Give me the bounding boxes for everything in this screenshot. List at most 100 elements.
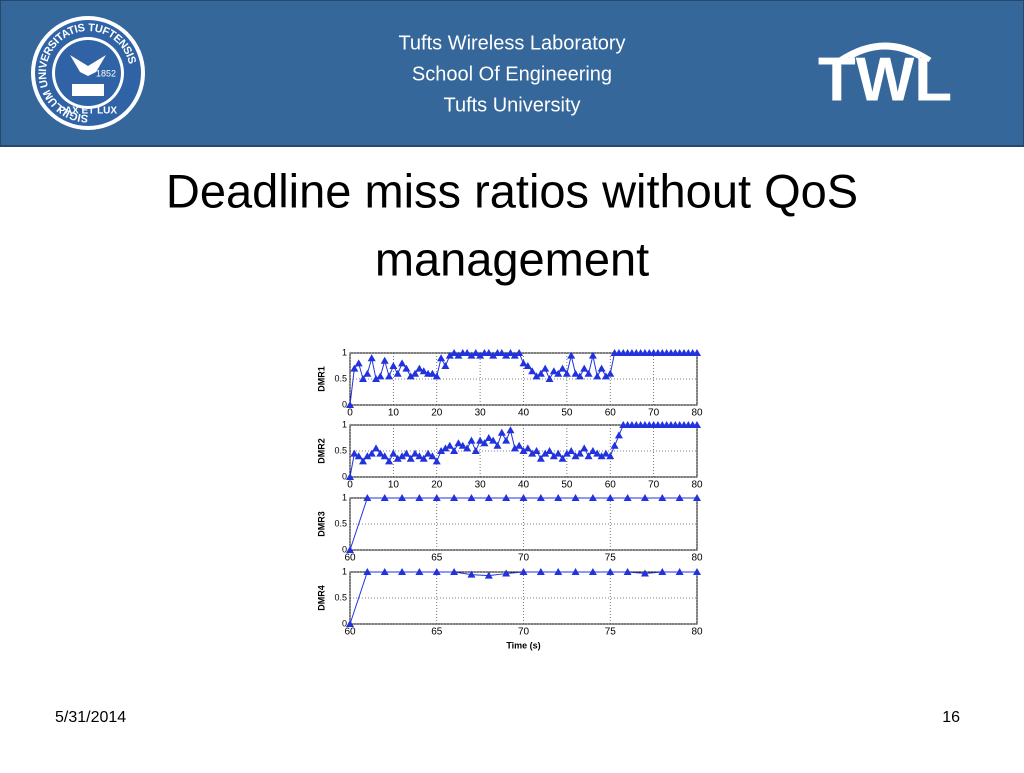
x-tick-label: 70 xyxy=(648,480,660,491)
x-tick-label: 80 xyxy=(691,627,703,638)
data-point xyxy=(541,364,550,372)
x-tick-label: 60 xyxy=(605,408,617,419)
data-point xyxy=(432,568,441,575)
data-point xyxy=(502,351,511,359)
data-point xyxy=(398,494,407,501)
x-tick-label: 20 xyxy=(431,480,443,491)
data-point xyxy=(363,494,372,501)
data-point xyxy=(571,369,580,377)
data-point xyxy=(432,457,441,465)
data-point xyxy=(393,454,402,462)
data-point xyxy=(437,447,446,454)
header-line: School Of Engineering xyxy=(412,63,612,85)
data-point xyxy=(480,439,489,447)
data-point xyxy=(575,372,584,380)
data-point xyxy=(385,457,394,465)
y-tick-label: 1 xyxy=(342,347,347,357)
data-point xyxy=(428,369,437,377)
x-tick-label: 70 xyxy=(648,408,660,419)
x-tick-label: 60 xyxy=(344,627,356,638)
data-point xyxy=(476,436,485,444)
logo: TWL xyxy=(818,42,952,114)
data-point xyxy=(502,494,511,501)
data-point xyxy=(658,568,667,575)
y-tick-label: 0 xyxy=(342,544,347,554)
data-point xyxy=(415,364,424,372)
data-point xyxy=(571,452,580,460)
data-point xyxy=(471,349,480,356)
y-axis-label: DMR2 xyxy=(316,438,326,464)
data-point xyxy=(484,434,493,441)
data-point xyxy=(424,449,433,457)
x-tick-label: 70 xyxy=(518,553,530,564)
data-point xyxy=(588,568,597,575)
y-tick-label: 0 xyxy=(342,471,347,481)
data-point xyxy=(380,452,389,460)
seal: SIGILLUM UNIVERSITATIS TUFTENSIS PAX ET … xyxy=(31,16,145,130)
data-point xyxy=(515,349,524,356)
data-point xyxy=(359,375,368,382)
y-axis-label: DMR3 xyxy=(316,511,326,537)
y-tick-label: 1 xyxy=(342,419,347,429)
data-point xyxy=(606,452,615,460)
data-point xyxy=(467,351,476,359)
data-point xyxy=(593,449,602,457)
data-point xyxy=(693,568,701,575)
x-tick-label: 40 xyxy=(518,408,530,419)
data-point xyxy=(398,568,407,575)
data-point xyxy=(489,351,498,359)
x-tick-label: 65 xyxy=(431,553,443,564)
data-point xyxy=(584,369,593,377)
data-point xyxy=(554,449,563,457)
data-point xyxy=(346,546,354,553)
data-point xyxy=(376,449,385,457)
data-point xyxy=(450,568,459,575)
data-point xyxy=(363,568,372,575)
data-point xyxy=(601,449,610,457)
y-axis-label: DMR1 xyxy=(316,366,326,392)
data-point xyxy=(463,444,472,452)
data-point xyxy=(536,454,545,462)
data-point xyxy=(502,569,511,577)
data-point xyxy=(658,494,667,501)
x-tick-label: 0 xyxy=(347,408,353,419)
x-tick-label: 80 xyxy=(691,553,703,564)
x-tick-label: 65 xyxy=(431,627,443,638)
data-point xyxy=(528,449,537,457)
data-point xyxy=(346,620,354,627)
data-point xyxy=(372,375,381,382)
data-point xyxy=(380,356,389,364)
data-point xyxy=(419,454,428,462)
data-point xyxy=(471,447,480,454)
data-point xyxy=(693,421,701,428)
x-tick-label: 10 xyxy=(388,480,400,491)
data-point xyxy=(519,568,528,575)
data-point xyxy=(614,431,623,439)
data-point xyxy=(588,494,597,501)
data-point xyxy=(549,452,558,460)
data-point xyxy=(467,436,476,444)
data-point xyxy=(610,441,619,449)
data-point xyxy=(363,452,372,460)
data-point xyxy=(411,449,420,457)
data-point xyxy=(450,494,459,501)
data-point xyxy=(419,367,428,375)
data-point xyxy=(359,457,368,465)
data-point xyxy=(523,362,532,369)
data-point xyxy=(346,401,354,408)
data-point xyxy=(549,367,558,375)
data-point xyxy=(484,571,493,579)
data-point xyxy=(489,436,498,444)
data-point xyxy=(558,454,567,462)
data-point xyxy=(350,364,359,372)
data-point xyxy=(476,351,485,359)
data-point xyxy=(411,369,420,377)
data-point xyxy=(510,444,519,452)
slide-title: Deadline miss ratios without QoS xyxy=(166,164,858,217)
slide-title: management xyxy=(375,232,649,285)
data-point xyxy=(536,568,545,575)
data-point xyxy=(398,359,407,367)
data-point xyxy=(623,494,632,501)
data-point xyxy=(606,369,615,377)
data-point xyxy=(398,452,407,460)
